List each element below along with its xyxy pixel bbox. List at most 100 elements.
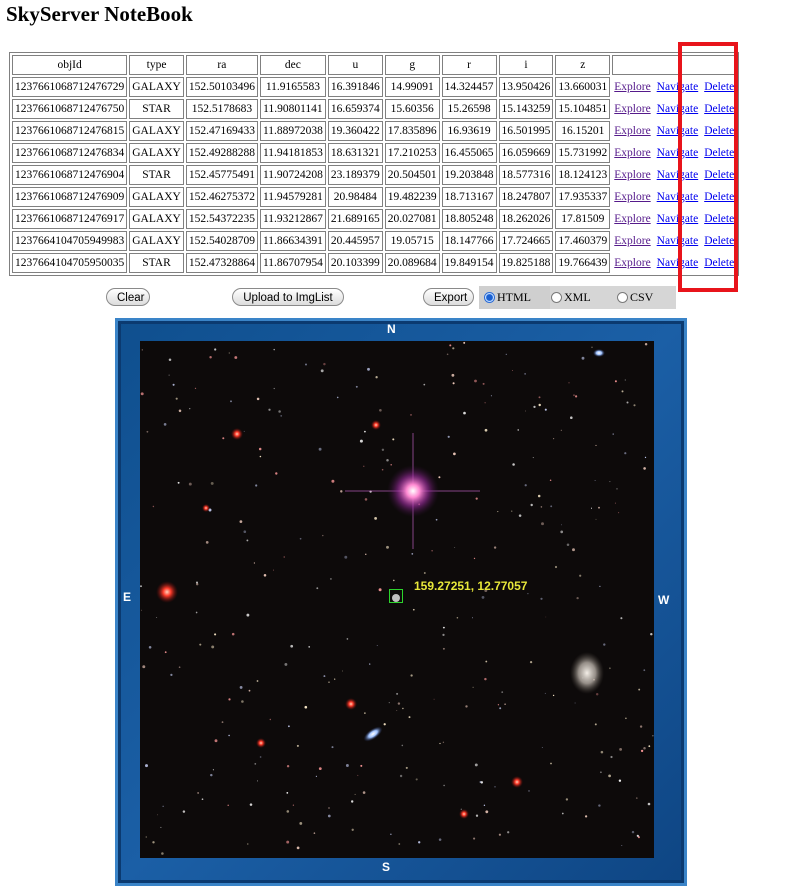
delete-link[interactable]: Delete (704, 191, 735, 203)
radio-unselected-icon[interactable] (617, 292, 628, 303)
background-star (178, 666, 181, 669)
background-star (599, 585, 601, 588)
upload-to-imglist-button[interactable]: Upload to ImgList (232, 288, 344, 306)
action-cell: Navigate (655, 99, 701, 119)
table-row: 1237661068712476917 GALAXY 152.54372235 11.… (12, 209, 736, 229)
background-star (308, 646, 311, 648)
explore-link[interactable]: Explore (614, 147, 651, 159)
navigate-link[interactable]: Navigate (656, 103, 699, 115)
background-star (273, 348, 275, 351)
explore-link[interactable]: Explore (614, 103, 651, 115)
background-star (517, 429, 519, 431)
table-cell: 20.027081 (384, 209, 440, 229)
background-star (381, 468, 384, 471)
table-cell: GALAXY (129, 209, 184, 229)
background-star (360, 764, 363, 767)
navigate-link[interactable]: Navigate (656, 213, 699, 225)
format-option-html[interactable]: HTML (479, 286, 550, 309)
navigate-link[interactable]: Navigate (656, 257, 699, 269)
red-star (371, 420, 381, 430)
background-star (640, 749, 644, 753)
table-cell: 152.45775491 (185, 165, 258, 185)
explore-link[interactable]: Explore (614, 191, 651, 203)
table-header-row: objId type ra dec u g r i z (12, 55, 737, 75)
background-star (323, 675, 326, 678)
table-cell: 23.189379 (327, 165, 383, 185)
background-star (475, 497, 478, 500)
results-table-container: objId type ra dec u g r i z 1237661068712476729 G… (9, 52, 740, 276)
background-star (595, 692, 599, 696)
delete-link[interactable]: Delete (704, 235, 735, 247)
background-star (286, 810, 290, 813)
background-star (375, 376, 378, 379)
background-star (507, 831, 510, 834)
background-star (465, 705, 468, 708)
background-star (451, 373, 455, 377)
delete-link[interactable]: Delete (704, 147, 735, 159)
background-star (501, 691, 504, 693)
background-star (590, 507, 593, 509)
sky-image[interactable] (140, 341, 654, 858)
background-star (210, 481, 214, 485)
background-star (195, 611, 198, 614)
delete-link[interactable]: Delete (704, 81, 735, 93)
delete-link[interactable]: Delete (704, 169, 735, 181)
explore-link[interactable]: Explore (614, 235, 651, 247)
radio-unselected-icon[interactable] (551, 292, 562, 303)
explore-link[interactable]: Explore (614, 169, 651, 181)
background-star (286, 765, 290, 768)
table-cell: STAR (129, 253, 184, 273)
navigate-link[interactable]: Navigate (656, 125, 699, 137)
table-cell: 15.731992 (555, 143, 611, 163)
explore-link[interactable]: Explore (614, 81, 651, 93)
target-marker[interactable] (389, 589, 403, 603)
background-star (259, 455, 262, 458)
background-star (410, 674, 413, 677)
background-star (359, 439, 363, 443)
table-row: 1237661068712476834 GALAXY 152.49288288 11.… (12, 143, 736, 163)
navigate-link[interactable]: Navigate (656, 191, 699, 203)
background-star (381, 448, 385, 451)
background-star (442, 626, 445, 629)
radio-selected-icon[interactable] (484, 292, 495, 303)
navigate-link[interactable]: Navigate (656, 81, 699, 93)
background-star (329, 577, 332, 580)
explore-link[interactable]: Explore (614, 213, 651, 225)
format-option-xml[interactable]: XML (551, 286, 611, 309)
delete-link[interactable]: Delete (704, 125, 735, 137)
export-button[interactable]: Export (423, 288, 474, 306)
table-cell: 17.460379 (555, 231, 611, 251)
background-star (481, 596, 485, 599)
background-star (579, 574, 582, 577)
background-star (145, 836, 147, 838)
background-star (296, 744, 299, 747)
background-star (438, 476, 441, 479)
table-cell: 18.713167 (441, 187, 497, 207)
column-header: i (498, 55, 554, 75)
background-star (390, 464, 392, 466)
navigate-link[interactable]: Navigate (656, 235, 699, 247)
background-star (560, 530, 564, 534)
sky-field (140, 341, 654, 855)
table-cell: 152.47169433 (185, 121, 258, 141)
navigate-link[interactable]: Navigate (656, 147, 699, 159)
format-option-csv[interactable]: CSV (617, 286, 673, 309)
background-star (256, 680, 259, 682)
delete-link[interactable]: Delete (704, 213, 735, 225)
action-cell: Delete (702, 253, 736, 273)
explore-link[interactable]: Explore (614, 257, 651, 269)
explore-link[interactable]: Explore (614, 125, 651, 137)
table-cell: 16.93619 (441, 121, 497, 141)
background-stars (140, 341, 654, 855)
delete-link[interactable]: Delete (704, 257, 735, 269)
navigate-link[interactable]: Navigate (656, 169, 699, 181)
background-star (328, 807, 330, 809)
table-cell: 13.950426 (498, 77, 554, 97)
clear-button[interactable]: Clear (106, 288, 150, 306)
table-cell: GALAXY (129, 187, 184, 207)
background-star (239, 685, 243, 689)
background-star (541, 522, 544, 526)
delete-link[interactable]: Delete (704, 103, 735, 115)
background-star (647, 802, 651, 806)
background-star (621, 845, 623, 846)
